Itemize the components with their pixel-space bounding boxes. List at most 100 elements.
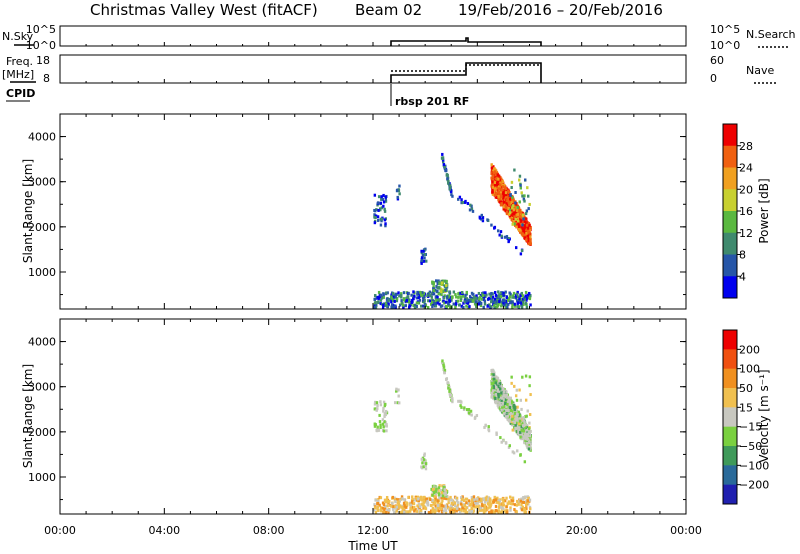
range-gate-cell xyxy=(507,298,510,302)
range-gate-cell xyxy=(376,425,379,429)
range-gate-cell xyxy=(382,400,386,404)
range-gate-cell xyxy=(438,282,441,286)
range-gate-cell xyxy=(422,249,425,253)
range-gate-cell xyxy=(523,421,526,425)
cpid-program-label: rbsp 201 RF xyxy=(395,95,469,108)
xtick-label: 04:00 xyxy=(148,524,180,537)
range-gate-cell xyxy=(394,292,398,296)
range-gate-cell xyxy=(526,437,530,441)
range-gate-cell xyxy=(403,504,406,508)
range-gate-cell xyxy=(493,389,496,393)
range-gate-cell xyxy=(486,499,489,503)
range-gate-cell xyxy=(378,503,381,507)
range-gate-cell xyxy=(477,505,480,509)
range-gate-cell xyxy=(490,291,493,295)
xtick-label: 00:00 xyxy=(44,524,76,537)
range-gate-cell xyxy=(500,391,503,395)
range-gate-cell xyxy=(411,500,414,504)
range-gate-cell xyxy=(446,177,449,181)
range-gate-cell xyxy=(395,509,398,513)
range-gate-cell xyxy=(526,495,530,499)
range-gate-cell xyxy=(525,209,529,213)
range-gate-cell xyxy=(487,496,490,500)
range-gate-cell xyxy=(499,190,502,194)
range-gate-cell xyxy=(504,305,507,309)
range-gate-cell xyxy=(393,498,397,502)
range-gate-cell xyxy=(501,501,505,505)
range-gate-cell xyxy=(519,435,522,439)
range-gate-cell xyxy=(430,295,433,299)
range-gate-cell xyxy=(397,189,401,193)
range-gate-cell xyxy=(500,408,503,412)
range-gate-cell xyxy=(419,508,423,512)
nsky-tick-bottom: 10^0 xyxy=(26,39,56,52)
range-gate-cell xyxy=(518,178,521,182)
range-gate-cell xyxy=(518,414,522,418)
range-gate-cell xyxy=(387,302,390,306)
range-gate-cell xyxy=(382,200,386,204)
range-gate-cell xyxy=(477,302,480,306)
range-gate-cell xyxy=(524,290,528,294)
range-gate-cell xyxy=(386,299,389,303)
range-gate-cell xyxy=(513,304,517,308)
range-gate-cell xyxy=(379,403,383,407)
range-gate-cell xyxy=(528,498,532,502)
range-gate-cell xyxy=(521,219,525,223)
range-gate-cell xyxy=(376,404,379,408)
range-gate-cell xyxy=(512,403,516,407)
range-gate-cell xyxy=(380,206,384,210)
range-gate-cell xyxy=(431,498,434,502)
range-gate-cell xyxy=(383,507,386,511)
range-gate-cell xyxy=(403,510,406,514)
range-gate-cell xyxy=(439,502,442,506)
range-gate-cell xyxy=(526,499,529,503)
range-gate-cell xyxy=(435,285,438,289)
range-gate-cell xyxy=(523,431,527,435)
range-gate-cell xyxy=(493,170,497,174)
range-gate-cell xyxy=(500,387,504,391)
range-gate-cell xyxy=(379,425,382,429)
range-gate-cell xyxy=(472,495,476,499)
range-gate-cell xyxy=(422,495,426,499)
range-gate-cell xyxy=(495,385,498,389)
range-gate-cell xyxy=(373,193,377,197)
range-gate-cell xyxy=(399,510,402,514)
range-gate-cell xyxy=(525,414,528,418)
range-gate-cell xyxy=(468,305,471,309)
range-gate-cell xyxy=(373,506,377,510)
range-gate-cell xyxy=(448,290,451,294)
range-gate-cell xyxy=(503,200,506,204)
xtick-label: 00:00 xyxy=(670,524,702,537)
range-gate-cell xyxy=(519,252,523,256)
freq-frame xyxy=(59,54,687,84)
cpid-panel: CPID rbsp 201 RF xyxy=(6,84,469,108)
range-gate-cell xyxy=(519,293,522,297)
range-gate-cell xyxy=(519,499,522,503)
range-gate-cell xyxy=(494,401,497,405)
freq-tick-bottom: 8 xyxy=(43,72,50,85)
range-gate-cell xyxy=(407,300,411,304)
range-gate-cell xyxy=(379,423,382,427)
range-gate-cell xyxy=(518,419,522,423)
range-gate-cell xyxy=(417,296,420,300)
range-gate-cell xyxy=(456,506,459,510)
range-gate-cell xyxy=(513,384,516,388)
range-gate-cell xyxy=(402,303,405,307)
range-gate-cell xyxy=(514,201,517,205)
range-gate-cell xyxy=(483,425,486,429)
range-gate-cell xyxy=(418,298,422,302)
range-gate-cell xyxy=(436,295,439,299)
range-gate-cell xyxy=(474,298,477,302)
range-gate-cell xyxy=(445,173,449,177)
range-gate-cell xyxy=(507,237,511,241)
range-gate-cell xyxy=(464,510,467,514)
range-gate-cell xyxy=(462,305,465,309)
range-gate-cell xyxy=(504,187,507,191)
range-gate-cell xyxy=(505,393,509,397)
range-gate-cell xyxy=(459,404,462,408)
colorbar-swatch xyxy=(723,484,737,505)
range-gate-cell xyxy=(465,506,468,510)
range-gate-cell xyxy=(514,394,518,398)
range-gate-cell xyxy=(509,216,512,220)
range-gate-cell xyxy=(482,294,485,298)
